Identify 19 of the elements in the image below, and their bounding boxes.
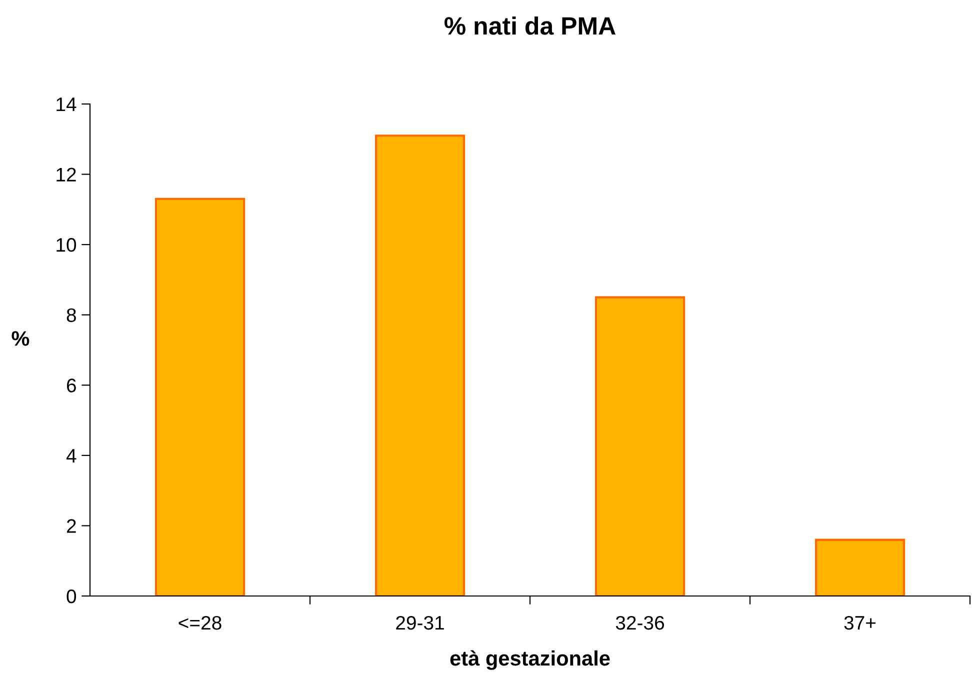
x-tick-label: 29-31 (396, 616, 444, 630)
y-tick-label: 14 (56, 98, 76, 112)
y-axis-title: % (12, 331, 30, 346)
y-tick-label: 4 (66, 449, 76, 462)
y-tick-label: 12 (56, 168, 76, 182)
bar (374, 134, 466, 596)
x-tick-label: 32-36 (616, 616, 664, 630)
y-tick-label: 0 (66, 589, 76, 604)
y-tick-label: 10 (56, 238, 76, 252)
x-tick-label: <=28 (178, 616, 222, 630)
bar (814, 538, 906, 596)
y-tick-label: 2 (66, 519, 76, 533)
x-tick-label: 37+ (844, 616, 876, 630)
y-tick-label: 6 (66, 378, 76, 392)
bar (154, 198, 246, 596)
chart-title: % nati da PMA (444, 16, 616, 35)
x-axis-title: età gestazionale (450, 650, 610, 670)
y-tick-label: 8 (66, 308, 76, 322)
bar (594, 296, 686, 596)
